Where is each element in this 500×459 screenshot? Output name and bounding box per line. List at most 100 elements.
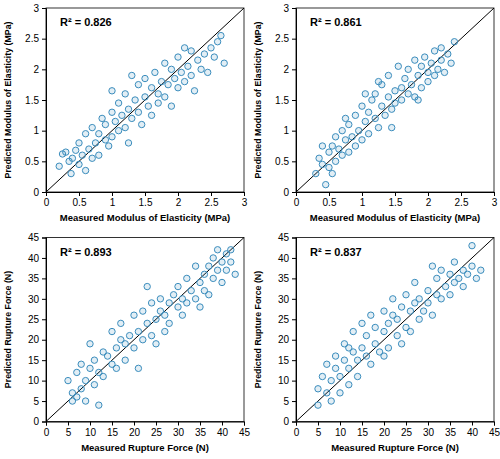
point	[346, 382, 352, 388]
point	[382, 112, 388, 118]
point	[385, 72, 391, 78]
point	[403, 292, 409, 298]
y-tick: 0.5	[275, 156, 296, 167]
y-tick: 40	[28, 253, 46, 264]
y-tick: 30	[278, 294, 296, 305]
panel: 00.511.522.5300.511.522.53R² = 0.826Meas…	[3, 3, 248, 223]
y-tick-mark	[292, 319, 296, 320]
x-tick-label: 40	[467, 427, 479, 438]
x-tick-label: 0	[294, 427, 300, 438]
y-tick: 2.5	[25, 33, 46, 44]
point	[162, 328, 168, 334]
point	[129, 72, 135, 78]
x-tick-mark	[222, 422, 223, 426]
point	[329, 143, 335, 149]
point	[405, 91, 411, 97]
point	[313, 170, 319, 176]
point	[316, 155, 322, 161]
y-tick-label: 1	[33, 125, 39, 136]
y-axis-title: Predicted Rupture Force (N)	[253, 271, 263, 388]
point	[96, 152, 102, 158]
y-tick-mark	[292, 192, 296, 193]
point	[197, 279, 203, 285]
x-tick-mark	[494, 422, 495, 426]
x-tick-label: 10	[85, 427, 97, 438]
x-tick: 45	[239, 422, 251, 438]
point	[119, 112, 125, 118]
y-tick: 15	[278, 355, 296, 366]
point	[166, 300, 172, 306]
point	[210, 275, 216, 281]
x-tick-mark	[329, 192, 330, 196]
point	[82, 398, 88, 404]
y-tick-label: 15	[28, 355, 40, 366]
x-tick-mark	[428, 422, 429, 426]
point	[420, 308, 426, 314]
point	[125, 106, 131, 112]
panel: 051015202530354045051015202530354045R² =…	[3, 232, 250, 452]
point	[211, 54, 217, 60]
x-tick-mark	[384, 422, 385, 426]
point	[118, 320, 124, 326]
reference-line	[296, 238, 494, 422]
y-tick-label: 15	[278, 355, 290, 366]
x-tick-mark	[362, 422, 363, 426]
point	[415, 97, 421, 103]
x-tick-mark	[211, 192, 212, 196]
x-axis-title: Measured Modulus of Elasticity (MPa)	[60, 212, 231, 223]
point	[129, 115, 135, 121]
point	[362, 118, 368, 124]
point	[65, 377, 71, 383]
x-tick: 1.5	[389, 192, 403, 208]
y-axis-line	[42, 238, 47, 422]
point	[89, 155, 95, 161]
y-axis-title: Predicted Modulus of Elasticity (MPa)	[253, 21, 263, 178]
point	[478, 267, 484, 273]
point	[473, 275, 479, 281]
point	[144, 320, 150, 326]
point	[56, 163, 62, 169]
point	[412, 279, 418, 285]
y-tick: 10	[278, 375, 296, 386]
y-tick-label: 40	[278, 253, 290, 264]
y-tick: 35	[278, 273, 296, 284]
point	[175, 304, 181, 310]
point	[349, 134, 355, 140]
point	[91, 357, 97, 363]
point	[451, 259, 457, 265]
point	[346, 365, 352, 371]
reference-line	[46, 8, 244, 192]
x-tick-mark	[134, 422, 135, 426]
point	[328, 398, 334, 404]
x-tick: 25	[151, 422, 163, 438]
plot-frame	[46, 8, 244, 192]
y-tick-label: 3	[33, 3, 39, 14]
x-tick-label: 2.5	[205, 197, 219, 208]
x-tick: 0.5	[73, 192, 87, 208]
point	[206, 263, 212, 269]
x-tick-mark	[340, 422, 341, 426]
point	[346, 345, 352, 351]
point	[109, 88, 115, 94]
point	[185, 63, 191, 69]
point	[145, 103, 151, 109]
x-tick: 1	[110, 192, 116, 208]
point	[445, 51, 451, 57]
point	[68, 170, 74, 176]
point	[76, 161, 82, 167]
point	[96, 131, 102, 137]
y-tick-mark	[42, 131, 46, 132]
point	[431, 48, 437, 54]
point	[429, 312, 435, 318]
point	[346, 121, 352, 127]
point	[368, 361, 374, 367]
y-tick: 0	[33, 416, 46, 427]
point	[170, 292, 176, 298]
x-tick: 5	[316, 422, 322, 438]
x-tick: 2	[176, 192, 182, 208]
point	[390, 296, 396, 302]
point	[415, 72, 421, 78]
point	[359, 137, 365, 143]
y-tick-mark	[292, 401, 296, 402]
point	[175, 85, 181, 91]
